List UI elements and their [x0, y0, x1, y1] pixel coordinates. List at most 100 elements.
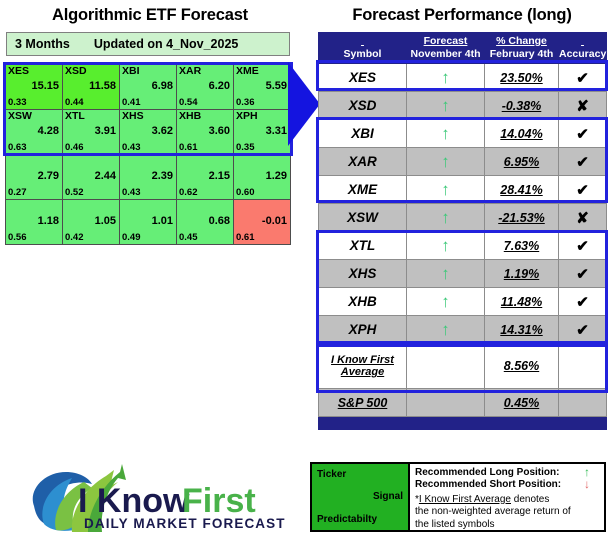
heatmap-cell-predictability: 0.44 — [65, 97, 84, 108]
heatmap-cell-predictability: 0.27 — [8, 187, 27, 198]
logo-tagline: DAILY MARKET FORECAST — [84, 516, 286, 531]
cell-average-forecast — [406, 343, 485, 389]
heatmap-cell[interactable]: XHS 3.62 0.43 — [119, 109, 177, 155]
logo-word-iknow: I Know — [78, 482, 190, 520]
heatmap-cell[interactable]: XES 15.15 0.33 — [5, 64, 63, 110]
heatmap-row: XES 15.15 0.33 XSD 11.58 0.44 XBI 6.98 0.41 XAR 6.… — [5, 64, 291, 110]
cell-symbol: XHB — [318, 287, 407, 316]
cell-change: 6.95% — [484, 147, 559, 176]
heatmap-cell[interactable]: XHB 3.60 0.61 — [176, 109, 234, 155]
heatmap-cell-predictability: 0.36 — [236, 97, 255, 108]
up-arrow-icon: ↑ — [406, 175, 485, 204]
heatmap-cell-predictability: 0.45 — [179, 232, 198, 243]
performance-table: Symbol Forecast November 4th % Change Fe… — [318, 32, 607, 430]
table-row[interactable]: XES ↑ 23.50% ✔ — [318, 63, 607, 92]
up-arrow-icon: ↑ — [406, 231, 485, 260]
heatmap-cell-signal: 2.79 — [37, 170, 59, 182]
cell-symbol: XPH — [318, 315, 407, 344]
cell-symbol: XES — [318, 63, 407, 92]
heatmap-cell[interactable]: XSW 4.28 0.63 — [5, 109, 63, 155]
average-row: I Know First Average 8.56% — [318, 343, 607, 389]
legend-note-rest: denotes — [511, 493, 550, 505]
table-row[interactable]: XHB ↑ 11.48% ✔ — [318, 287, 607, 316]
legend-cell-sample: Ticker Signal Predictabilty — [312, 464, 408, 530]
heatmap-cell-ticker: XSW — [8, 110, 32, 122]
legend-short-line: Recommended Short Position: ↓ — [415, 478, 600, 491]
legend-note-star: * — [415, 493, 419, 505]
heatmap-cell-signal: 1.01 — [151, 215, 173, 227]
up-arrow-icon: ↑ — [406, 91, 485, 120]
left-panel-title: Algorithmic ETF Forecast — [52, 6, 248, 24]
heatmap-cell[interactable]: XPH 3.31 0.35 — [233, 109, 291, 155]
cell-change: 14.04% — [484, 119, 559, 148]
cell-symbol: XME — [318, 175, 407, 204]
heatmap-cell-ticker: XTL — [65, 110, 85, 122]
heatmap-cell[interactable]: 1.29 0.60 — [233, 154, 291, 200]
heatmap-cell-predictability: 0.46 — [65, 142, 84, 153]
heatmap-cell-ticker: XHB — [179, 110, 202, 122]
updated-on-label: Updated on 4_Nov_2025 — [93, 37, 239, 51]
heatmap-cell-ticker: XES — [8, 65, 30, 77]
accuracy-mark-icon: ✔ — [558, 147, 607, 176]
legend-note: *I Know First Average denotes the non-we… — [415, 494, 600, 531]
heatmap-cell-predictability: 0.41 — [122, 97, 141, 108]
table-row[interactable]: XTL ↑ 7.63% ✔ — [318, 231, 607, 260]
legend-note-line3: the listed symbols — [415, 518, 495, 530]
up-arrow-icon: ↑ — [406, 315, 485, 344]
blue-arrow-icon — [288, 62, 320, 146]
heatmap-cell-signal: 5.59 — [265, 80, 287, 92]
benchmark-row: S&P 500 0.45% — [318, 388, 607, 417]
right-panel-title: Forecast Performance (long) — [352, 6, 572, 24]
heatmap-cell[interactable]: 1.18 0.56 — [5, 199, 63, 245]
table-row[interactable]: XME ↑ 28.41% ✔ — [318, 175, 607, 204]
heatmap-cell[interactable]: XTL 3.91 0.46 — [62, 109, 120, 155]
long-arrow-icon: ↑ — [584, 465, 590, 479]
logo-word-first: First — [182, 482, 256, 520]
legend-text-area: Recommended Long Position: ↑ Recommended… — [408, 464, 604, 530]
heatmap-cell[interactable]: 0.68 0.45 — [176, 199, 234, 245]
table-row[interactable]: XHS ↑ 1.19% ✔ — [318, 259, 607, 288]
up-arrow-icon: ↑ — [406, 259, 485, 288]
heatmap-cell[interactable]: XBI 6.98 0.41 — [119, 64, 177, 110]
heatmap-cell-ticker: XHS — [122, 110, 144, 122]
table-row[interactable]: XPH ↑ 14.31% ✔ — [318, 315, 607, 344]
heatmap-cell-signal: 4.28 — [37, 125, 59, 137]
table-row[interactable]: XBI ↑ 14.04% ✔ — [318, 119, 607, 148]
performance-table-body: XES ↑ 23.50% ✔ XSD ↑ -0.38% ✘ XBI ↑ 14.04% ✔ XAR ↑ 6.9… — [318, 63, 607, 430]
heatmap-cell[interactable]: XME 5.59 0.36 — [233, 64, 291, 110]
heatmap-cell[interactable]: 1.05 0.42 — [62, 199, 120, 245]
accuracy-mark-icon: ✘ — [558, 91, 607, 120]
heatmap-cell-signal: -0.01 — [261, 215, 287, 227]
table-row[interactable]: XSD ↑ -0.38% ✘ — [318, 91, 607, 120]
heatmap-cell[interactable]: 2.15 0.62 — [176, 154, 234, 200]
heatmap-cell-signal: 3.60 — [208, 125, 230, 137]
heatmap-cell[interactable]: -0.01 0.61 — [233, 199, 291, 245]
heatmap-cell[interactable]: 2.79 0.27 — [5, 154, 63, 200]
accuracy-mark-icon: ✔ — [558, 175, 607, 204]
table-footer-bar — [318, 416, 607, 430]
cell-change: -0.38% — [484, 91, 559, 120]
heatmap-row: 2.79 0.27 2.44 0.52 2.39 0.43 2.15 0.62 1.29 0.60 — [5, 154, 291, 200]
heatmap-cell[interactable]: XSD 11.58 0.44 — [62, 64, 120, 110]
heatmap-row: XSW 4.28 0.63 XTL 3.91 0.46 XHS 3.62 0.43 XHB 3.60… — [5, 109, 291, 155]
cell-symbol: XHS — [318, 259, 407, 288]
forecast-performance-panel: Forecast Performance (long) Symbol Forec… — [312, 0, 612, 430]
heatmap-cell[interactable]: 2.39 0.43 — [119, 154, 177, 200]
table-row[interactable]: XAR ↑ 6.95% ✔ — [318, 147, 607, 176]
table-row[interactable]: XSW ↑ -21.53% ✘ — [318, 203, 607, 232]
heatmap-cell[interactable]: 2.44 0.52 — [62, 154, 120, 200]
heatmap-cell-predictability: 0.43 — [122, 187, 141, 198]
algorithmic-etf-forecast-panel: Algorithmic ETF Forecast 3 Months Update… — [0, 0, 320, 460]
cell-change: -21.53% — [484, 203, 559, 232]
up-arrow-icon: ↑ — [406, 119, 485, 148]
heatmap-cell[interactable]: XAR 6.20 0.54 — [176, 64, 234, 110]
accuracy-mark-icon: ✔ — [558, 63, 607, 92]
cell-change: 11.48% — [484, 287, 559, 316]
accuracy-mark-icon: ✔ — [558, 315, 607, 344]
average-label-line1: I Know First — [331, 353, 394, 366]
heatmap-cell[interactable]: 1.01 0.49 — [119, 199, 177, 245]
heatmap-cell-ticker: XBI — [122, 65, 140, 77]
accuracy-mark-icon: ✔ — [558, 119, 607, 148]
heatmap-cell-signal: 2.39 — [151, 170, 173, 182]
heatmap-cell-ticker: XSD — [65, 65, 87, 77]
